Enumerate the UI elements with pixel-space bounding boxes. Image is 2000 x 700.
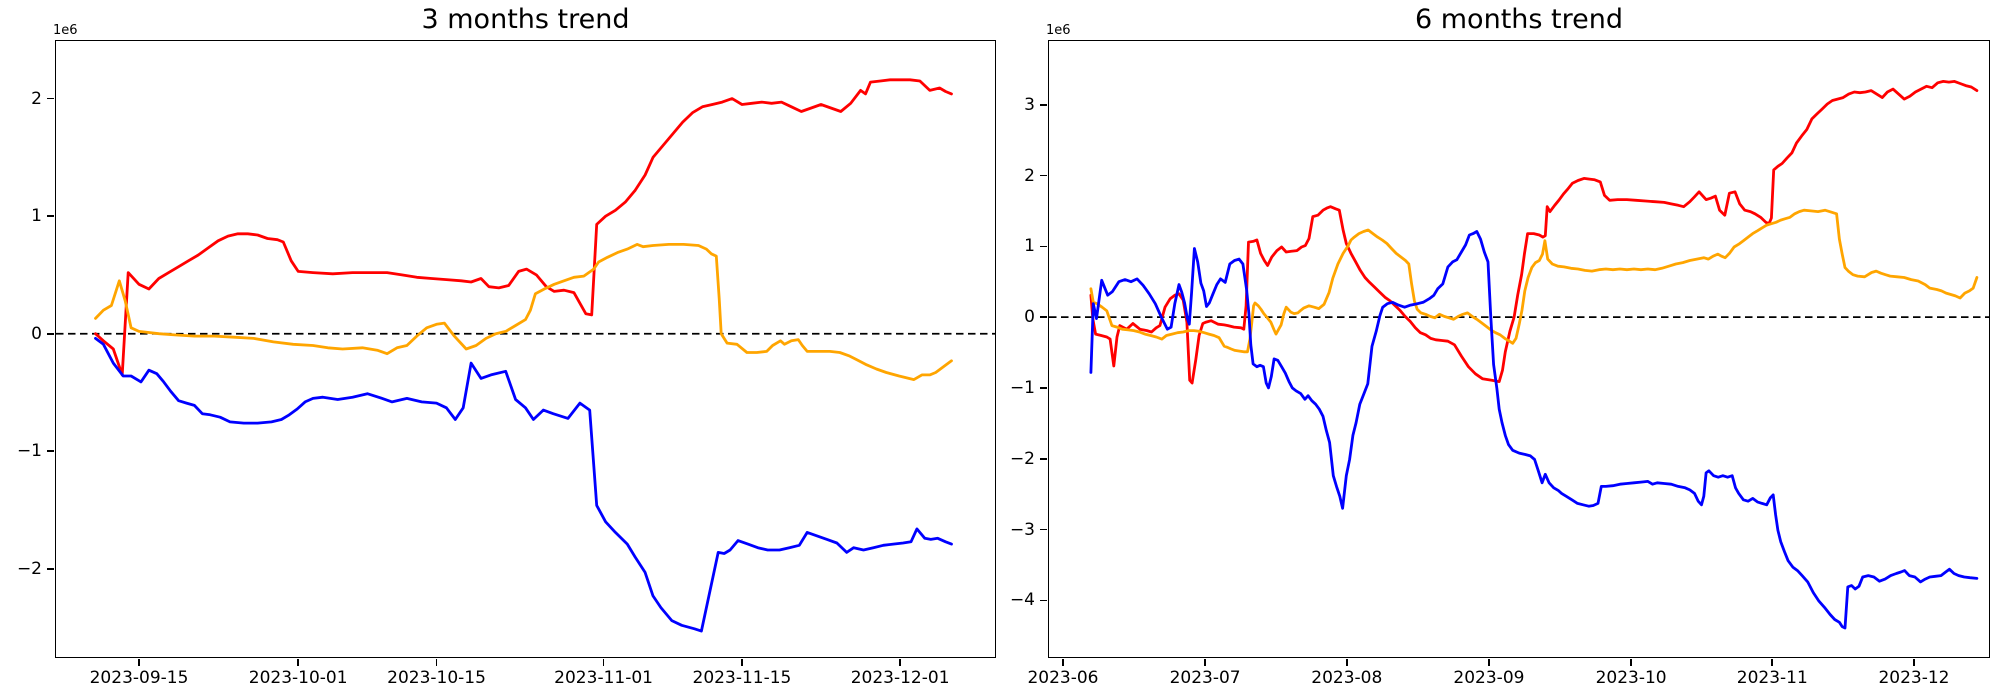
y-tick-mark: [47, 568, 55, 570]
x-tick-label: 2023-11-15: [692, 668, 792, 688]
x-tick-mark: [297, 658, 299, 666]
y-tick-label: −2: [1009, 448, 1035, 469]
y-axis-offset-label: 1e6: [53, 23, 78, 38]
x-tick-mark: [1630, 658, 1632, 666]
orange-line-series: [94, 242, 953, 382]
x-tick-mark: [1771, 658, 1774, 666]
chart-title-6-months: 6 months trend: [1415, 4, 1623, 35]
x-tick-label: 2023-12: [1878, 668, 1950, 688]
y-tick-mark: [1040, 387, 1048, 389]
line-plot: [56, 78, 995, 633]
x-tick-label: 2023-09-15: [89, 668, 189, 688]
y-tick-mark: [1040, 457, 1048, 460]
x-tick-mark: [1062, 658, 1064, 666]
x-tick-label: 2023-10-15: [387, 668, 486, 688]
x-tick-label: 2023-10: [1595, 668, 1667, 688]
y-tick-label: 2: [31, 88, 42, 109]
y-tick-label: −2: [16, 558, 42, 579]
x-tick-mark: [1204, 658, 1206, 666]
y-tick-mark: [47, 215, 55, 217]
y-tick-label: 3: [1024, 94, 1035, 115]
six-months-trend-chart: 6 months trend 1e6 3 2 1 0 −1 −2 −3 −4 2023-06 20…: [1010, 4, 1990, 688]
orange-line-series: [1089, 208, 1979, 354]
y-tick-mark: [1040, 103, 1048, 106]
x-tick-label: 2023-07: [1169, 668, 1241, 688]
x-tick-label: 2023-08: [1311, 668, 1383, 688]
y-tick-mark: [1040, 245, 1048, 248]
x-tick-mark: [1488, 658, 1490, 666]
x-tick-mark: [1913, 658, 1915, 666]
y-tick-mark: [47, 97, 55, 100]
y-tick-label: −3: [1009, 519, 1035, 540]
x-tick-mark: [138, 658, 140, 666]
chart-title-3-months: 3 months trend: [421, 4, 630, 35]
three-months-trend-chart: 3 months trend 1e6 2 1 0 −1 −2 2023-09-15 2023…: [17, 4, 996, 688]
x-tick-label: 2023-06: [1027, 668, 1099, 688]
y-tick-label: −1: [16, 441, 42, 462]
y-tick-mark: [1040, 599, 1048, 602]
blue-line-series: [1089, 230, 1979, 630]
x-tick-mark: [1345, 658, 1348, 666]
x-tick-label: 2023-12-01: [850, 668, 950, 688]
y-tick-label: −1: [1009, 377, 1035, 398]
y-tick-mark: [47, 332, 55, 335]
x-tick-mark: [741, 658, 743, 666]
y-axis-offset-label: 1e6: [1046, 23, 1071, 38]
x-tick-mark: [435, 658, 438, 666]
x-tick-label: 2023-11: [1736, 668, 1808, 688]
y-tick-label: 0: [1024, 307, 1035, 328]
x-tick-mark: [602, 658, 605, 666]
y-tick-mark: [47, 450, 55, 453]
line-plot: [1049, 80, 1989, 630]
y-tick-label: 1: [31, 206, 42, 227]
x-tick-mark: [899, 658, 901, 666]
blue-line-series: [94, 336, 953, 633]
y-tick-mark: [1040, 316, 1048, 318]
y-tick-label: −4: [1009, 590, 1035, 611]
red-line-series: [94, 78, 953, 377]
x-tick-label: 2023-09: [1453, 668, 1525, 688]
y-tick-label: 1: [1024, 236, 1035, 257]
x-tick-label: 2023-11-01: [554, 668, 653, 688]
red-line-series: [1089, 80, 1979, 385]
y-tick-mark: [1040, 174, 1048, 177]
y-tick-mark: [1040, 528, 1048, 531]
y-tick-label: 2: [1024, 165, 1035, 186]
x-tick-label: 2023-10-01: [248, 668, 348, 688]
y-tick-label: 0: [31, 323, 42, 344]
